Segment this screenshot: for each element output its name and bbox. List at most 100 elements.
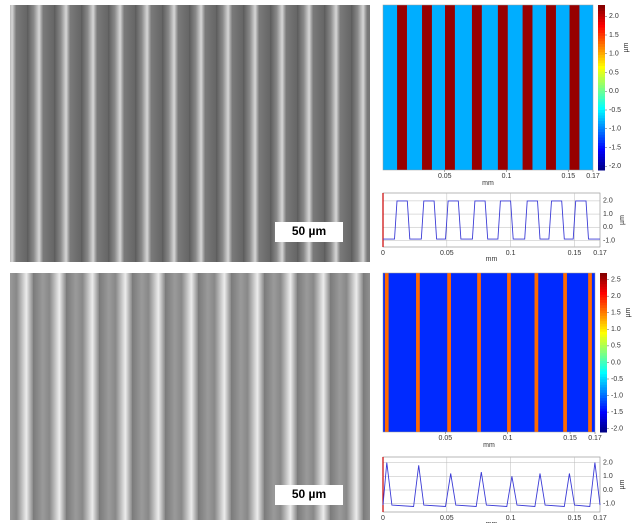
y-tick-label: 1.0 [603, 211, 613, 218]
colorbar-cell [598, 131, 605, 135]
colorbar-cell [598, 84, 605, 88]
colorbar-cell [598, 79, 605, 83]
colorbar-cell [598, 60, 605, 64]
stripe [534, 273, 539, 432]
colorbar-cell [598, 71, 605, 75]
colorbar-cell [598, 109, 605, 113]
colorbar-cell [600, 288, 607, 293]
y-tick-label: 2.0 [603, 459, 613, 466]
colorbar-cell [600, 280, 607, 285]
colorbar-cell [600, 339, 607, 343]
stripe [563, 273, 567, 432]
colorbar-cell [600, 333, 607, 338]
colorbar-cell [598, 57, 605, 61]
colorbar-tick-label: 1.0 [611, 326, 621, 333]
colorbar-cell [600, 341, 607, 346]
colorbar-cell [598, 161, 605, 165]
colorbar-tick-label: -0.5 [609, 107, 621, 114]
colorbar-tick-label: 1.5 [609, 32, 619, 39]
colorbar-cell [600, 379, 607, 383]
sem-image [10, 5, 370, 262]
colorbar-cell [598, 24, 605, 28]
colorbar-cell [600, 296, 607, 300]
colorbar-cell [600, 302, 607, 306]
colorbar-cell [598, 18, 605, 22]
colorbar-cell [598, 5, 605, 9]
colorbar-cell [600, 368, 607, 372]
x-tick-label: 0.15 [568, 515, 582, 522]
colorbar-cell [600, 336, 607, 340]
scale-bar: 50 µm [292, 487, 326, 501]
colorbar-cell [598, 21, 605, 25]
colorbar-cell [600, 397, 607, 401]
colorbar-cell [600, 331, 607, 335]
colorbar-cell [598, 13, 605, 17]
x-tick-label: 0 [381, 515, 385, 522]
colorbar-tick-label: 2.0 [609, 13, 619, 20]
colorbar-cell [598, 38, 605, 42]
colorbar-cell [598, 98, 605, 102]
colorbar-cell [598, 101, 605, 105]
stripe [477, 273, 481, 432]
colorbar-cell [598, 82, 605, 86]
colorbar-cell [598, 73, 605, 77]
x-tick-label: 0.15 [561, 173, 575, 180]
colorbar-tick-label: 2.0 [611, 293, 621, 300]
colorbar-cell [598, 62, 605, 66]
colorbar-cell [600, 344, 607, 348]
colorbar-tick-label: -1.5 [609, 144, 621, 151]
colorbar-cell [600, 320, 607, 324]
colorbar-cell [598, 156, 605, 160]
colorbar-cell [600, 416, 607, 420]
x-tick-label: 0.17 [586, 173, 600, 180]
colorbar-cell [598, 150, 605, 154]
colorbar-cell [600, 352, 607, 356]
colorbar-cell [598, 126, 605, 130]
y-tick-label: 2.0 [603, 198, 613, 205]
x-tick-label: 0.05 [440, 515, 454, 522]
colorbar-cell [598, 65, 605, 69]
colorbar-cell [600, 386, 607, 391]
plot-frame [382, 272, 596, 433]
y-tick-label: 1.0 [603, 473, 613, 480]
colorbar-cell [598, 7, 605, 11]
y-axis-label: µm [619, 215, 626, 225]
colorbar-cell [600, 323, 607, 327]
colorbar-cell [600, 410, 607, 414]
colorbar-tick-label: -2.0 [611, 426, 623, 433]
colorbar-cell [600, 312, 607, 316]
x-axis-label: mm [483, 442, 495, 449]
colorbar-label: µm [625, 307, 632, 317]
colorbar-cell [600, 426, 607, 430]
colorbar-cell [600, 328, 607, 332]
x-tick-label: 0.17 [588, 435, 602, 442]
stripe [546, 5, 556, 170]
x-tick-label: 0.1 [506, 250, 516, 257]
colorbar-cell [598, 137, 605, 141]
colorbar-cell [600, 349, 607, 353]
colorbar-cell [600, 394, 607, 399]
colorbar-cell [598, 43, 605, 47]
colorbar-cell [598, 142, 605, 146]
colorbar-cell [598, 90, 605, 94]
x-tick-label: 0.05 [438, 173, 452, 180]
colorbar-cell [600, 278, 607, 282]
colorbar-cell [598, 10, 605, 14]
colorbar-tick-label: -1.5 [611, 409, 623, 416]
colorbar-cell [600, 273, 607, 277]
stripe [422, 5, 432, 170]
colorbar-cell [598, 51, 605, 55]
colorbar-cell [598, 117, 605, 121]
colorbar-cell [598, 87, 605, 91]
colorbar-tick-label: 0.5 [609, 69, 619, 76]
x-tick-label: 0.1 [506, 515, 516, 522]
y-axis-label: µm [619, 479, 626, 489]
x-tick-label: 0.1 [502, 173, 512, 180]
y-tick-label: -1.0 [603, 501, 615, 508]
colorbar-cell [598, 68, 605, 72]
colorbar-cell [600, 413, 607, 417]
colorbar-cell [598, 123, 605, 127]
colorbar-cell [598, 27, 605, 31]
x-tick-label: 0.15 [563, 435, 577, 442]
colorbar-cell [598, 46, 605, 50]
